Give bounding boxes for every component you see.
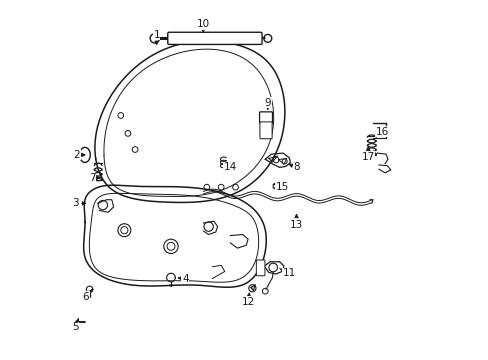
Text: 7: 7: [89, 173, 99, 183]
Text: 9: 9: [264, 98, 270, 109]
Text: 4: 4: [178, 274, 188, 284]
Text: 8: 8: [289, 162, 299, 172]
Text: 3: 3: [72, 198, 85, 208]
Text: 15: 15: [274, 182, 288, 192]
FancyBboxPatch shape: [167, 32, 262, 44]
FancyBboxPatch shape: [260, 122, 271, 139]
Text: 1: 1: [153, 30, 160, 44]
FancyBboxPatch shape: [259, 112, 272, 123]
FancyBboxPatch shape: [256, 260, 264, 276]
Text: 16: 16: [375, 127, 388, 136]
Text: 13: 13: [289, 214, 303, 230]
Text: 2: 2: [73, 150, 85, 160]
Text: 6: 6: [82, 290, 92, 302]
Text: 10: 10: [196, 19, 209, 32]
Text: 5: 5: [72, 319, 79, 332]
Text: 11: 11: [279, 268, 295, 278]
Text: 14: 14: [223, 162, 236, 172]
Text: 17: 17: [361, 147, 374, 162]
Text: 12: 12: [241, 293, 254, 307]
